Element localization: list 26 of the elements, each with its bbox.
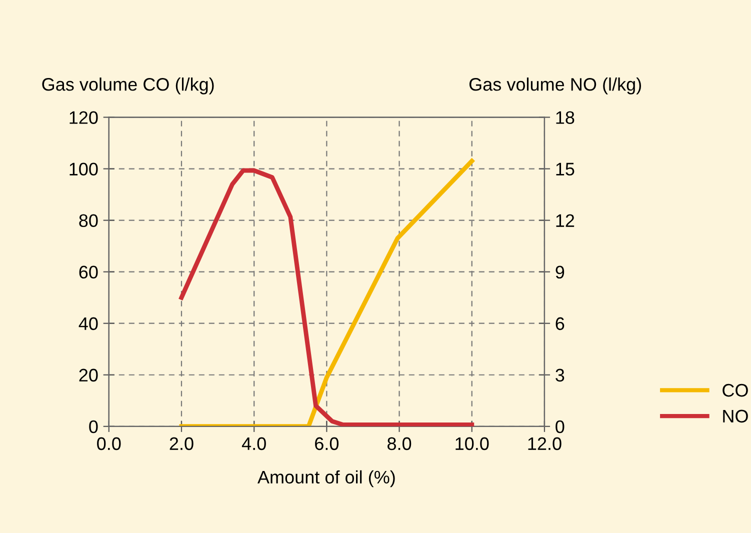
y-tick-label: 40 [78,317,98,330]
y2-tick-label: 15 [556,162,574,176]
y2-tick-label: 9 [556,266,564,279]
legend-label: NO [723,410,748,423]
x-tick-label: 0.0 [97,437,121,450]
x-axis-title: Amount of oil (%) [257,470,395,488]
x-tick-label: 4.0 [242,437,266,450]
y-tick-label: 0 [89,420,98,434]
y-tick-label: 20 [79,368,98,382]
y2-tick-label: 6 [556,317,564,330]
y-tick-label: 60 [79,266,98,279]
x-tick-label: 12.0 [528,437,562,450]
x-tick-label: 8.0 [388,437,412,450]
x-tick-label: 2.0 [170,437,194,450]
y2-tick-label: 3 [556,368,564,382]
y-tick-label: 80 [79,214,98,228]
y-axis-title: Gas volume CO (l/kg) [42,78,214,94]
y2-tick-label: 0 [556,420,564,434]
x-tick-label: 10.0 [456,437,489,450]
y-tick-label: 100 [70,162,98,176]
y2-axis-title: Gas volume NO (l/kg) [469,78,641,94]
y-tick-label: 120 [70,111,98,124]
y2-tick-label: 18 [556,111,574,124]
x-tick-label: 6.0 [315,437,339,450]
legend-label: CO [722,384,748,397]
y2-tick-label: 12 [556,214,574,227]
